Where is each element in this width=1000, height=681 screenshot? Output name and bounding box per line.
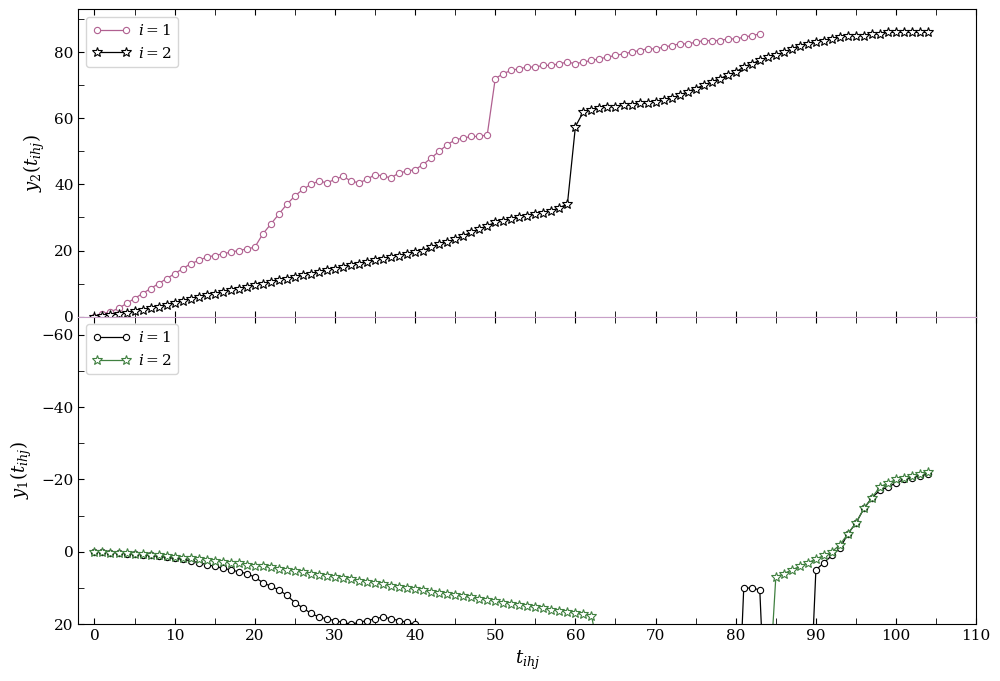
$i=2$ [698,81,710,89]
$i=2$ [914,28,926,36]
$i=2$ [914,470,926,478]
$i=2$ [690,84,702,93]
$i=1$ [88,313,100,321]
$i=2$ [88,313,100,321]
$i=2$ [449,235,461,243]
$i=2$ [449,591,461,599]
Line: $i=2$: $i=2$ [90,467,933,681]
Y-axis label: $y_2(t_{ihj})$: $y_2(t_{ihj})$ [22,134,47,192]
Legend: $i=1$, $i=2$: $i=1$, $i=2$ [86,324,178,374]
$i=1$ [417,161,429,169]
Legend: $i=1$, $i=2$: $i=1$, $i=2$ [86,17,178,67]
$i=1$ [754,30,766,38]
$i=2$ [922,468,934,476]
X-axis label: $t_{ihj}$: $t_{ihj}$ [515,648,540,672]
$i=1$ [922,470,934,478]
$i=1$ [88,548,100,556]
$i=2$ [201,556,213,565]
Line: $i=2$: $i=2$ [90,27,933,321]
Line: $i=1$: $i=1$ [91,471,931,681]
$i=1$ [96,548,108,556]
$i=2$ [201,291,213,299]
$i=1$ [96,310,108,318]
$i=2$ [96,548,108,556]
$i=2$ [96,312,108,320]
$i=1$ [201,560,213,569]
$i=2$ [922,28,934,36]
$i=1$ [626,48,638,57]
$i=1$ [129,294,141,302]
$i=1$ [385,174,397,182]
Line: $i=1$: $i=1$ [91,31,763,320]
$i=1$ [593,54,605,63]
$i=2$ [88,548,100,556]
Y-axis label: $y_1(t_{ihj})$: $y_1(t_{ihj})$ [9,441,34,499]
$i=1$ [914,472,926,480]
$i=2$ [882,28,894,36]
